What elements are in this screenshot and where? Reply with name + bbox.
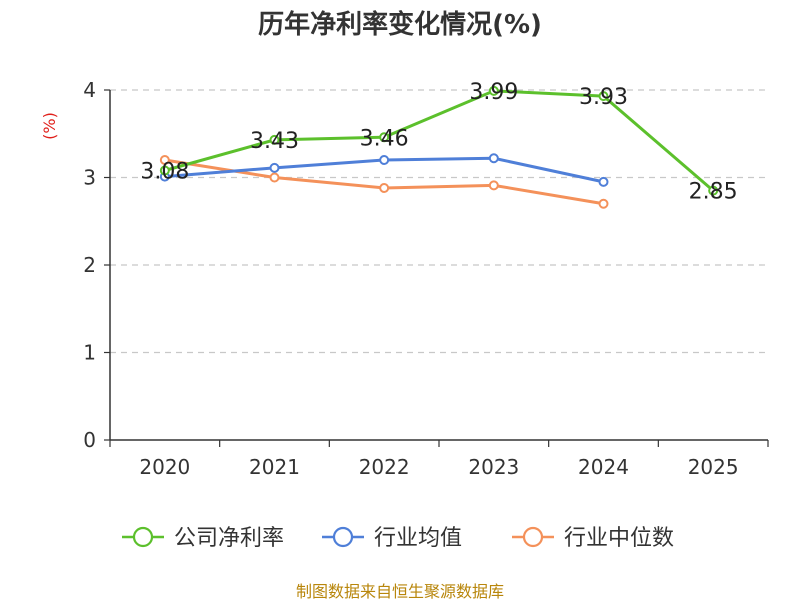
legend-label-1: 行业均值 (374, 526, 462, 551)
data-label-2020: 3.08 (140, 160, 189, 185)
legend-item-0: 公司净利率 (122, 526, 284, 551)
y-axis-unit-label: (%) (40, 112, 59, 140)
point-0-2023 (488, 85, 499, 96)
series-line-0 (164, 89, 715, 192)
point-1-2021 (269, 162, 280, 173)
axes: 0 1 2 3 4 2020 2021 2022 2023 2024 2025 (%) (40, 78, 769, 479)
point-1-2022 (379, 155, 390, 165)
point-1-2023 (488, 153, 499, 164)
point-1-2024 (598, 176, 609, 187)
x-tick-label-2025: 2025 (688, 455, 739, 479)
data-labels: 3.08 3.43 3.46 3.99 3.93 2.85 (140, 80, 737, 205)
data-label-2025: 2.85 (689, 180, 738, 205)
legend-marker-0 (132, 526, 154, 548)
legend: 公司净利率 行业均值 行业中位数 (122, 526, 674, 551)
point-2-2022 (379, 183, 390, 193)
point-2-2020 (159, 155, 170, 165)
data-label-2023: 3.99 (469, 80, 518, 105)
y-tick-label-4: 4 (83, 78, 96, 102)
data-label-2021: 3.43 (250, 129, 299, 154)
legend-label-2: 行业中位数 (564, 526, 674, 551)
point-2-2021 (269, 172, 280, 183)
legend-marker-1 (332, 526, 354, 548)
series-group (159, 85, 719, 209)
legend-label-0: 公司净利率 (174, 526, 284, 551)
data-label-2022: 3.46 (360, 126, 409, 151)
x-tick-label-2020: 2020 (139, 455, 190, 479)
y-tick-label-2: 2 (83, 253, 96, 277)
x-tick-label-2024: 2024 (578, 455, 629, 479)
point-2-2024 (598, 198, 609, 209)
point-0-2020 (159, 165, 170, 176)
x-tick-label-2021: 2021 (249, 455, 300, 479)
legend-item-2: 行业中位数 (512, 526, 674, 551)
legend-item-1: 行业均值 (322, 526, 462, 551)
grid-lines (110, 89, 768, 354)
y-tick-label-3: 3 (83, 166, 96, 190)
x-tick-label-2022: 2022 (359, 455, 410, 479)
data-label-2024: 3.93 (579, 85, 628, 110)
chart-title: 历年净利率变化情况(%) (258, 10, 542, 40)
source-note: 制图数据来自恒生聚源数据库 (295, 582, 504, 601)
point-0-2025 (708, 185, 719, 196)
point-0-2022 (379, 132, 390, 143)
point-0-2021 (269, 134, 280, 145)
legend-marker-2 (522, 526, 544, 548)
point-2-2023 (488, 180, 499, 191)
y-tick-label-0: 0 (83, 428, 96, 452)
x-tick-label-2023: 2023 (468, 455, 519, 479)
y-tick-label-1: 1 (83, 341, 96, 365)
point-0-2024 (598, 91, 609, 102)
